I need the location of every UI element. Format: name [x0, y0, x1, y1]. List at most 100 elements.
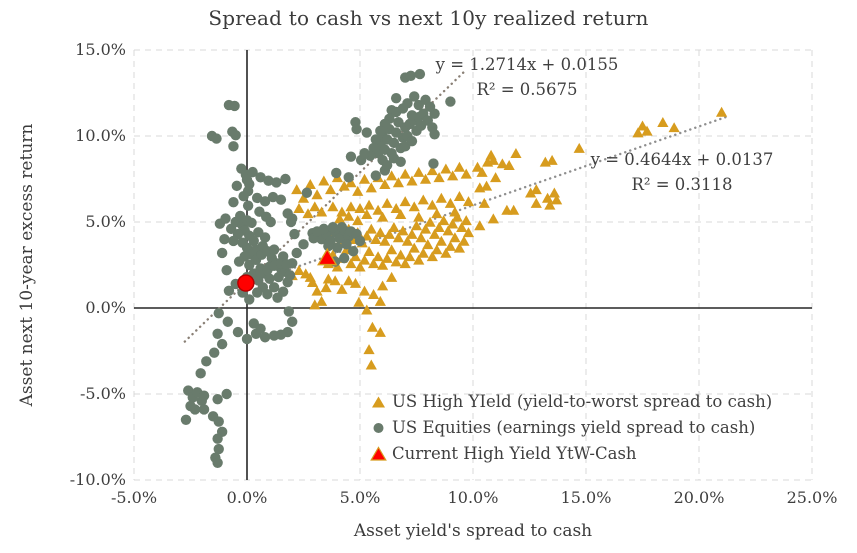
scatter-point-high-yield [525, 187, 537, 198]
scatter-point-high-yield [451, 211, 463, 222]
scatter-point-high-yield [419, 173, 432, 184]
scatter-point-high-yield [413, 211, 425, 222]
scatter-point-equities [209, 347, 220, 358]
scatter-point-high-yield [311, 285, 323, 296]
scatter-point-high-yield [657, 117, 669, 128]
scatter-point-equities [248, 235, 259, 247]
scatter-point-high-yield [573, 142, 585, 153]
scatter-point-equities [230, 129, 241, 141]
scatter-point-equities [414, 68, 426, 80]
scatter-point-equities [332, 242, 343, 253]
scatter-point-equities [262, 289, 273, 300]
scatter-point-high-yield [334, 213, 346, 224]
scatter-point-high-yield [440, 163, 452, 174]
scatter-point-high-yield [304, 271, 316, 282]
scatter-point-equities [351, 123, 362, 135]
scatter-point-high-yield [435, 235, 447, 246]
scatter-point-equities [336, 221, 348, 233]
scatter-point-high-yield [372, 204, 384, 215]
scatter-point-high-yield [304, 178, 316, 189]
scatter-point-high-yield [456, 221, 468, 232]
scatter-point-high-yield [358, 173, 371, 184]
scatter-point-equities [354, 235, 366, 247]
scatter-point-high-yield [358, 285, 371, 296]
scatter-point-equities [445, 96, 456, 107]
scatter-point-equities [267, 191, 279, 203]
scatter-point-high-yield [354, 261, 366, 272]
scatter-point-equities [216, 338, 228, 350]
scatter-point-high-yield [431, 208, 443, 219]
scatter-point-high-yield [544, 199, 556, 210]
scatter-point-high-yield [422, 239, 434, 250]
legend-label: Current High Yield YtW-Cash [392, 443, 637, 463]
scatter-point-high-yield [480, 180, 493, 191]
scatter-point-high-yield [668, 122, 680, 133]
scatter-point-equities [212, 328, 223, 339]
scatter-point-high-yield [636, 120, 649, 131]
scatter-point-equities [233, 256, 245, 267]
scatter-point-high-yield [315, 206, 328, 217]
scatter-point-equities [395, 156, 406, 167]
scatter-point-high-yield [530, 184, 542, 195]
scatter-point-high-yield [426, 199, 438, 210]
legend-item-us-high-yield: US High YIeld (yield-to-worst spread to … [370, 388, 772, 414]
scatter-point-high-yield [444, 240, 456, 251]
scatter-point-high-yield [293, 264, 305, 275]
scatter-point-high-yield [530, 197, 542, 208]
scatter-point-high-yield [352, 185, 364, 196]
scatter-point-high-yield [318, 175, 330, 186]
scatter-point-equities [338, 252, 350, 264]
scatter-point-high-yield [490, 172, 502, 183]
scatter-point-high-yield [442, 225, 454, 236]
scatter-point-high-yield [487, 213, 499, 224]
scatter-point-equities [368, 142, 379, 154]
scatter-point-high-yield [440, 247, 452, 258]
scatter-point-high-yield [392, 232, 405, 243]
scatter-point-high-yield [408, 242, 420, 253]
scatter-point-high-yield [399, 168, 411, 179]
scatter-point-high-yield [408, 201, 420, 212]
y-tick-label: 15.0% [75, 40, 126, 59]
scatter-point-high-yield [438, 215, 450, 226]
scatter-point-high-yield [297, 192, 310, 203]
x-tick-label: 5.0% [339, 488, 381, 507]
scatter-point-high-yield [365, 223, 377, 234]
scatter-point-high-yield [424, 216, 436, 227]
scatter-point-high-yield [381, 252, 393, 263]
scatter-point-high-yield [399, 258, 411, 269]
scatter-point-high-yield [413, 254, 425, 265]
scatter-point-equities [259, 332, 271, 343]
scatter-point-high-yield [546, 154, 558, 165]
trendline [183, 68, 468, 343]
scatter-point-high-yield [404, 251, 416, 262]
scatter-point-high-yield [315, 295, 328, 306]
scatter-point-equities [255, 172, 266, 183]
scatter-point-high-yield [447, 218, 459, 229]
scatter-point-high-yield [471, 161, 484, 172]
scatter-point-equities [251, 192, 263, 204]
scatter-point-equities [291, 247, 302, 259]
scatter-point-high-yield [433, 172, 445, 183]
scatter-point-high-yield [352, 215, 364, 226]
y-tick-label: 5.0% [85, 212, 126, 231]
scatter-point-equities [284, 270, 296, 281]
scatter-point-high-yield [426, 251, 438, 262]
scatter-point-high-yield [377, 259, 389, 270]
x-tick-label: 15.0% [560, 488, 612, 507]
current-high-yield-marker [317, 247, 338, 266]
scatter-point-equities [195, 368, 206, 379]
scatter-point-high-yield [392, 177, 405, 188]
scatter-point-high-yield [415, 232, 427, 243]
scatter-point-equities [280, 173, 291, 185]
scatter-point-high-yield [395, 209, 407, 220]
scatter-point-equities [281, 258, 292, 270]
scatter-point-equities [259, 232, 271, 243]
scatter-point-high-yield [363, 344, 375, 355]
scatter-point-equities [301, 187, 313, 198]
scatter-point-equities [359, 148, 370, 159]
legend-item-current-high-yield: Current High Yield YtW-Cash [370, 440, 772, 466]
scatter-point-high-yield [372, 251, 384, 262]
scatter-point-equities [361, 127, 372, 138]
scatter-point-high-yield [386, 271, 398, 282]
